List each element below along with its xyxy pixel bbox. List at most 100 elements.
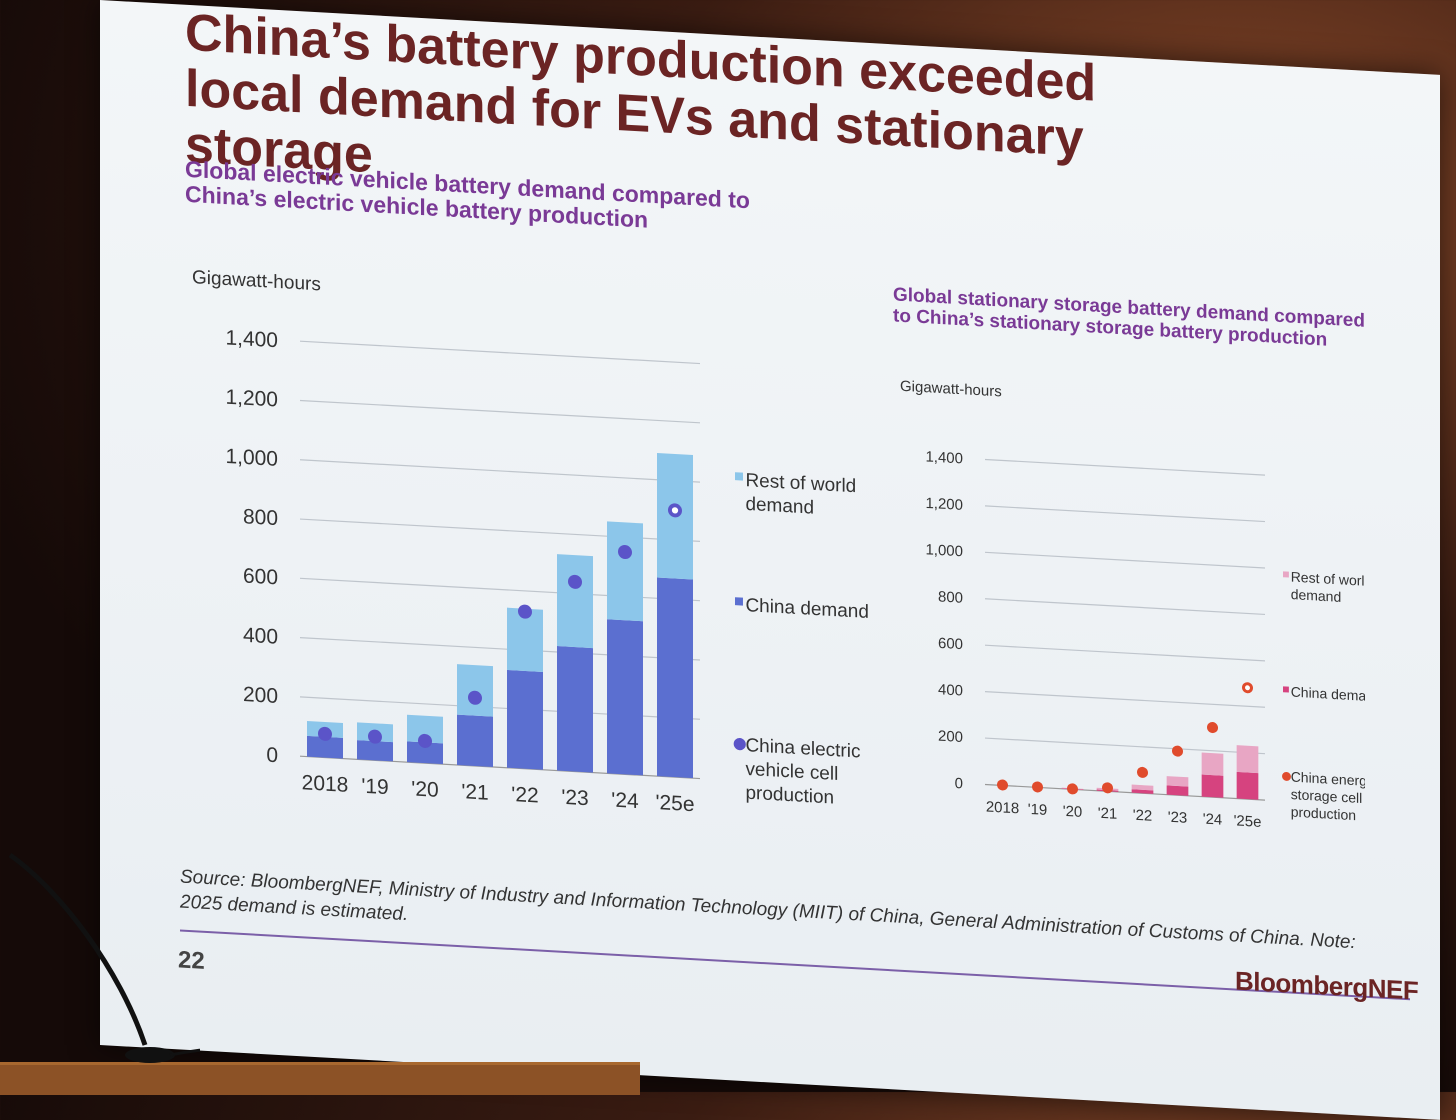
presentation-slide: China’s battery production exceeded loca… <box>100 0 1440 1120</box>
production-marker <box>1207 722 1218 734</box>
y-tick-label: 200 <box>938 728 963 746</box>
legend-marker <box>1282 771 1291 781</box>
legend-label: China electricvehicle cellproduction <box>745 735 860 810</box>
x-tick-label: '24 <box>611 789 639 814</box>
china-demand-bar <box>1166 785 1189 796</box>
rest-of-world-demand-bar <box>407 714 443 744</box>
x-tick-label: '24 <box>1203 811 1223 829</box>
storage-battery-chart: 0 200 400 600 800 1,000 1,200 1,400 2018 '19 '20 '2… <box>925 448 1365 831</box>
right-chart-title: Global stationary storage battery demand… <box>893 284 1365 351</box>
x-tick-label: '21 <box>1098 805 1118 823</box>
china-demand-bar <box>607 619 643 776</box>
gridline <box>985 598 1265 616</box>
rest-of-world-demand-bar <box>607 521 643 622</box>
legend-swatch <box>735 597 743 606</box>
right-chart-y-unit: Gigawatt-hours <box>900 377 1002 401</box>
china-demand-bar <box>557 646 593 773</box>
y-tick-label: 800 <box>243 505 278 530</box>
y-tick-label: 600 <box>938 635 963 653</box>
production-marker <box>1137 766 1148 778</box>
x-tick-label: '21 <box>461 780 488 805</box>
china-demand-bar <box>507 669 543 770</box>
y-tick-label: 800 <box>938 588 963 606</box>
production-marker <box>1032 781 1043 793</box>
production-marker <box>368 729 382 744</box>
stage-lectern <box>0 1062 640 1095</box>
china-demand-bar <box>357 740 393 762</box>
production-marker <box>468 690 482 705</box>
x-tick-label: '20 <box>1063 803 1083 821</box>
gridline <box>985 551 1265 569</box>
rest-of-world-demand-bar <box>1201 752 1224 776</box>
china-demand-bar <box>1236 771 1259 800</box>
production-marker <box>1102 782 1113 794</box>
y-tick-label: 1,200 <box>925 495 963 514</box>
production-marker-estimate-center <box>1245 685 1250 691</box>
rest-of-world-demand-bar <box>557 554 593 649</box>
x-tick-label: '23 <box>561 786 588 811</box>
x-tick-label: '19 <box>1028 801 1048 819</box>
china-demand-bar <box>457 714 493 767</box>
china-demand-bar <box>407 741 443 765</box>
gridline <box>300 459 700 483</box>
production-marker <box>518 604 532 619</box>
production-marker <box>1067 783 1078 795</box>
rest-of-world-demand-bar <box>1166 776 1189 787</box>
legend-swatch <box>1283 571 1289 578</box>
production-marker <box>318 726 332 741</box>
legend-swatch <box>1283 686 1289 693</box>
rest-of-world-demand-bar <box>1236 745 1259 774</box>
rest-of-world-demand-bar <box>1131 784 1154 791</box>
legend-label: China demand <box>1291 684 1365 705</box>
production-marker <box>418 733 432 748</box>
production-marker <box>618 545 632 560</box>
gridline <box>985 505 1265 523</box>
y-tick-label: 1,400 <box>925 448 963 467</box>
left-chart-y-unit: Gigawatt-hours <box>192 267 321 296</box>
y-tick-label: 600 <box>243 565 278 590</box>
y-tick-label: 200 <box>243 683 278 708</box>
bloombergnef-logo: BloombergNEF <box>1235 965 1419 1006</box>
gridline <box>985 691 1265 708</box>
legend-label: Rest of worlddemand <box>745 470 856 521</box>
rest-of-world-demand-bar <box>507 607 543 672</box>
china-demand-bar <box>657 577 693 779</box>
x-tick-label: '20 <box>411 777 438 802</box>
legend-label: China demand <box>745 595 868 623</box>
y-tick-label: 400 <box>243 624 278 649</box>
china-demand-bar <box>307 735 343 759</box>
gridline <box>985 644 1265 662</box>
gridline <box>300 399 700 424</box>
y-tick-label: 1,400 <box>225 326 278 352</box>
legend-marker <box>733 738 746 751</box>
china-demand-bar <box>1131 789 1154 794</box>
gridline <box>985 458 1265 476</box>
production-marker <box>997 779 1008 791</box>
y-tick-label: 1,000 <box>225 445 278 471</box>
x-tick-label: '19 <box>361 775 388 800</box>
x-tick-label: '22 <box>511 783 538 808</box>
gridline <box>300 340 700 365</box>
y-tick-label: 1,000 <box>925 541 963 560</box>
legend-swatch <box>735 472 743 481</box>
y-tick-label: 0 <box>955 775 963 792</box>
x-tick-label: 2018 <box>302 771 349 797</box>
ev-battery-chart: 0 200 400 600 800 1,000 1,200 1,400 2018 '19 '20 '2… <box>225 326 868 816</box>
legend-label: Rest of worlddemand <box>1291 569 1365 607</box>
legend-label: China energystorage cellproduction <box>1291 769 1365 825</box>
y-tick-label: 0 <box>266 744 278 768</box>
x-tick-label: 2018 <box>986 799 1019 818</box>
production-marker <box>568 574 582 589</box>
production-marker <box>1172 745 1183 757</box>
production-marker-estimate-center <box>671 507 679 514</box>
x-tick-label: '23 <box>1168 809 1188 827</box>
x-tick-label: '22 <box>1133 807 1153 825</box>
y-tick-label: 1,200 <box>225 386 278 412</box>
microphone-icon <box>8 852 200 1063</box>
y-tick-label: 400 <box>938 681 963 699</box>
gridline <box>985 737 1265 755</box>
china-demand-bar <box>1201 774 1224 798</box>
rest-of-world-demand-bar <box>457 664 493 717</box>
x-tick-label: '25e <box>1234 812 1262 831</box>
x-tick-label: '25e <box>655 791 694 816</box>
